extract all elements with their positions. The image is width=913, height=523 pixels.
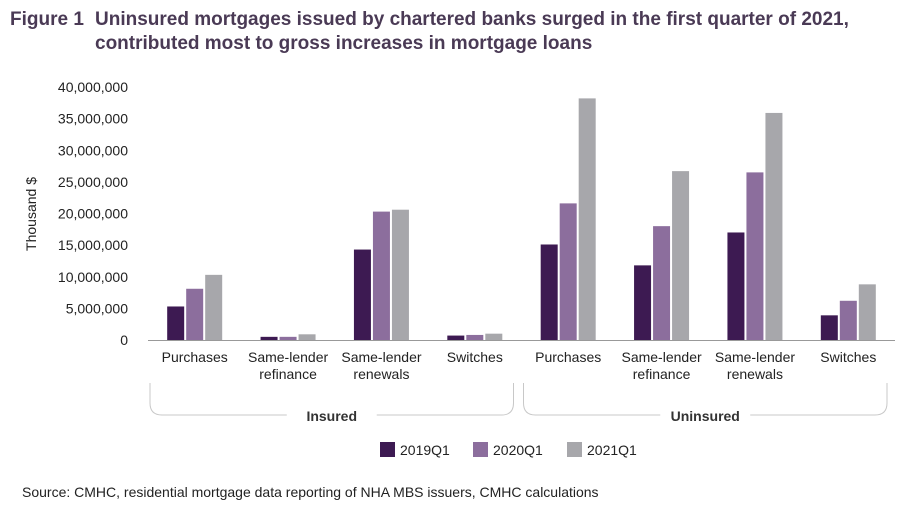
chart-title: Figure 1 Uninsured mortgages issued by ch… — [10, 8, 905, 56]
bar — [485, 333, 503, 340]
x-category-label: Purchases — [162, 349, 228, 365]
x-category-label: Same-lender — [715, 349, 795, 365]
legend-swatch — [567, 442, 582, 457]
group-label-bg — [286, 406, 377, 424]
y-tick-label: 5,000,000 — [66, 300, 128, 316]
bar — [372, 211, 390, 340]
group-label: Insured — [306, 408, 357, 424]
bar — [765, 112, 783, 341]
source-note: Source: CMHC, residential mortgage data … — [22, 484, 599, 500]
bar — [466, 334, 484, 340]
bar — [353, 249, 371, 340]
x-category-label: Same-lender — [341, 349, 421, 365]
x-category-label: Purchases — [535, 349, 601, 365]
group-label: Uninsured — [671, 408, 740, 424]
y-tick-label: 20,000,000 — [58, 206, 128, 222]
x-category-label: renewals — [353, 366, 409, 382]
bar — [559, 203, 577, 340]
bar — [540, 244, 558, 340]
bar — [727, 232, 745, 340]
bar — [634, 265, 652, 340]
x-category-label: Same-lender — [621, 349, 701, 365]
title-line-1: Uninsured mortgages issued by chartered … — [95, 9, 849, 30]
x-category-label: refinance — [259, 366, 317, 382]
bar — [578, 98, 596, 340]
bar — [260, 336, 278, 340]
x-category-label: Switches — [820, 349, 876, 365]
bar — [186, 288, 204, 340]
x-category-label: Same-lender — [248, 349, 328, 365]
bar — [672, 171, 690, 340]
x-category-label: Switches — [447, 349, 503, 365]
legend-label: 2021Q1 — [587, 442, 637, 458]
y-tick-label: 40,000,000 — [58, 79, 128, 95]
bar — [839, 300, 857, 340]
bar — [205, 274, 223, 340]
group-label-bg — [660, 406, 751, 424]
legend-label: 2020Q1 — [493, 442, 543, 458]
bar — [746, 172, 764, 340]
y-tick-label: 30,000,000 — [58, 142, 128, 158]
x-category-label: refinance — [633, 366, 691, 382]
figure-label: Figure 1 — [10, 9, 84, 30]
x-category-label: renewals — [727, 366, 783, 382]
bar — [279, 336, 297, 340]
bar — [820, 315, 838, 340]
bar — [391, 209, 409, 340]
y-tick-label: 10,000,000 — [58, 269, 128, 285]
y-axis-label: Thousand $ — [23, 177, 39, 251]
legend-swatch — [380, 442, 395, 457]
bar — [298, 334, 316, 340]
y-tick-label: 0 — [120, 332, 128, 348]
bar — [653, 226, 671, 340]
legend-label: 2019Q1 — [400, 442, 450, 458]
y-tick-label: 25,000,000 — [58, 174, 128, 190]
y-tick-label: 15,000,000 — [58, 237, 128, 253]
bar — [858, 284, 876, 340]
legend-swatch — [473, 442, 488, 457]
title-line-2: contributed most to gross increases in m… — [95, 33, 593, 54]
bar — [447, 335, 465, 340]
bar — [167, 306, 185, 340]
y-tick-label: 35,000,000 — [58, 111, 128, 127]
